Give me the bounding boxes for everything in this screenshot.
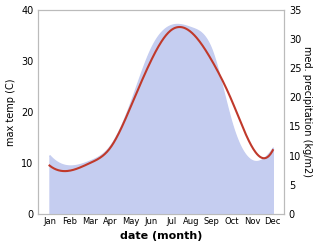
Y-axis label: max temp (C): max temp (C) <box>5 78 16 145</box>
X-axis label: date (month): date (month) <box>120 231 202 242</box>
Y-axis label: med. precipitation (kg/m2): med. precipitation (kg/m2) <box>302 46 313 177</box>
